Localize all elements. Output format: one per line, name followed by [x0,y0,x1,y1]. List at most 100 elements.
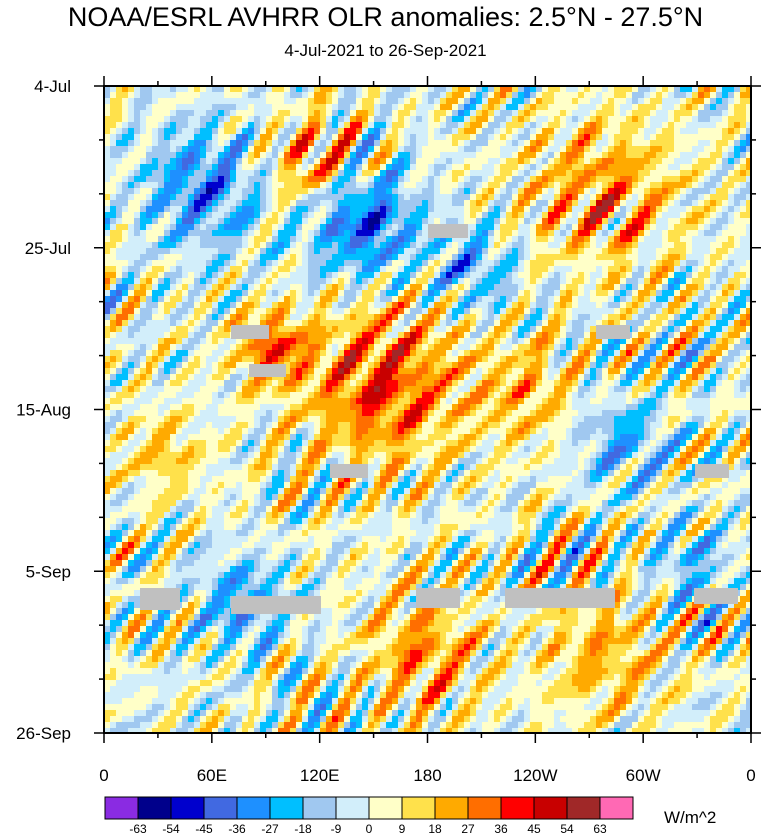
field-cell [116,290,123,297]
field-cell [590,182,597,189]
field-cell [548,356,555,363]
field-cell [446,104,453,111]
field-cell [332,272,339,279]
field-cell [512,182,519,189]
field-cell [260,350,267,357]
field-cell [638,98,645,105]
field-cell [314,98,321,105]
field-cell [416,188,423,195]
field-cell [536,164,543,171]
field-cell [680,134,687,141]
field-cell [692,272,699,279]
field-cell [710,254,717,261]
field-cell [518,260,525,267]
field-cell [422,122,429,129]
field-cell [350,230,357,237]
field-cell [638,212,645,219]
field-cell [698,128,705,135]
field-cell [206,128,213,135]
field-cell [470,296,477,303]
field-cell [578,164,585,171]
field-cell [590,236,597,243]
field-cell [560,146,567,153]
field-cell [614,308,621,315]
field-cell [188,314,195,321]
field-cell [554,110,561,117]
field-cell [578,140,585,147]
field-cell [620,200,627,207]
field-cell [116,152,123,159]
field-cell [638,248,645,255]
field-cell [296,176,303,183]
field-cell [266,230,273,237]
field-cell [374,284,381,291]
field-cell [278,140,285,147]
field-cell [266,236,273,243]
field-cell [680,140,687,147]
field-cell [224,170,231,177]
field-cell [152,308,159,315]
field-cell [188,176,195,183]
field-cell [164,188,171,195]
field-cell [188,242,195,249]
field-cell [146,92,153,99]
field-cell [524,104,531,111]
field-cell [638,128,645,135]
field-cell [350,236,357,243]
field-cell [296,212,303,219]
field-cell [578,338,585,345]
field-cell [248,248,255,255]
field-cell [584,236,591,243]
field-cell [644,272,651,279]
field-cell [176,224,183,231]
field-cell [632,308,639,315]
field-cell [194,242,201,249]
field-cell [398,146,405,153]
field-cell [266,290,273,297]
field-cell [158,236,165,243]
field-cell [584,158,591,165]
field-cell [170,116,177,123]
field-cell [212,98,219,105]
field-cell [518,284,525,291]
field-cell [560,254,567,261]
field-cell [206,362,213,369]
field-cell [158,362,165,369]
field-cell [116,104,123,111]
field-cell [146,200,153,207]
field-cell [374,302,381,309]
field-cell [116,218,123,225]
field-cell [308,326,315,333]
field-cell [260,254,267,261]
field-cell [512,128,519,135]
field-cell [698,110,705,117]
field-cell [566,122,573,129]
field-cell [482,320,489,327]
field-cell [374,188,381,195]
field-cell [452,98,459,105]
field-cell [614,212,621,219]
field-cell [404,128,411,135]
field-cell [428,308,435,315]
field-cell [560,224,567,231]
field-cell [560,194,567,201]
field-cell [692,170,699,177]
field-cell [212,164,219,171]
field-cell [584,278,591,285]
field-cell [680,194,687,201]
field-cell [392,194,399,201]
field-cell [350,290,357,297]
field-cell [176,302,183,309]
field-cell [554,254,561,261]
field-cell [146,344,153,351]
field-cell [254,290,261,297]
field-cell [284,218,291,225]
field-cell [650,134,657,141]
field-cell [596,200,603,207]
field-cell [380,122,387,129]
field-cell [422,272,429,279]
field-cell [428,248,435,255]
field-cell [362,344,369,351]
field-cell [734,146,741,153]
field-cell [344,242,351,249]
